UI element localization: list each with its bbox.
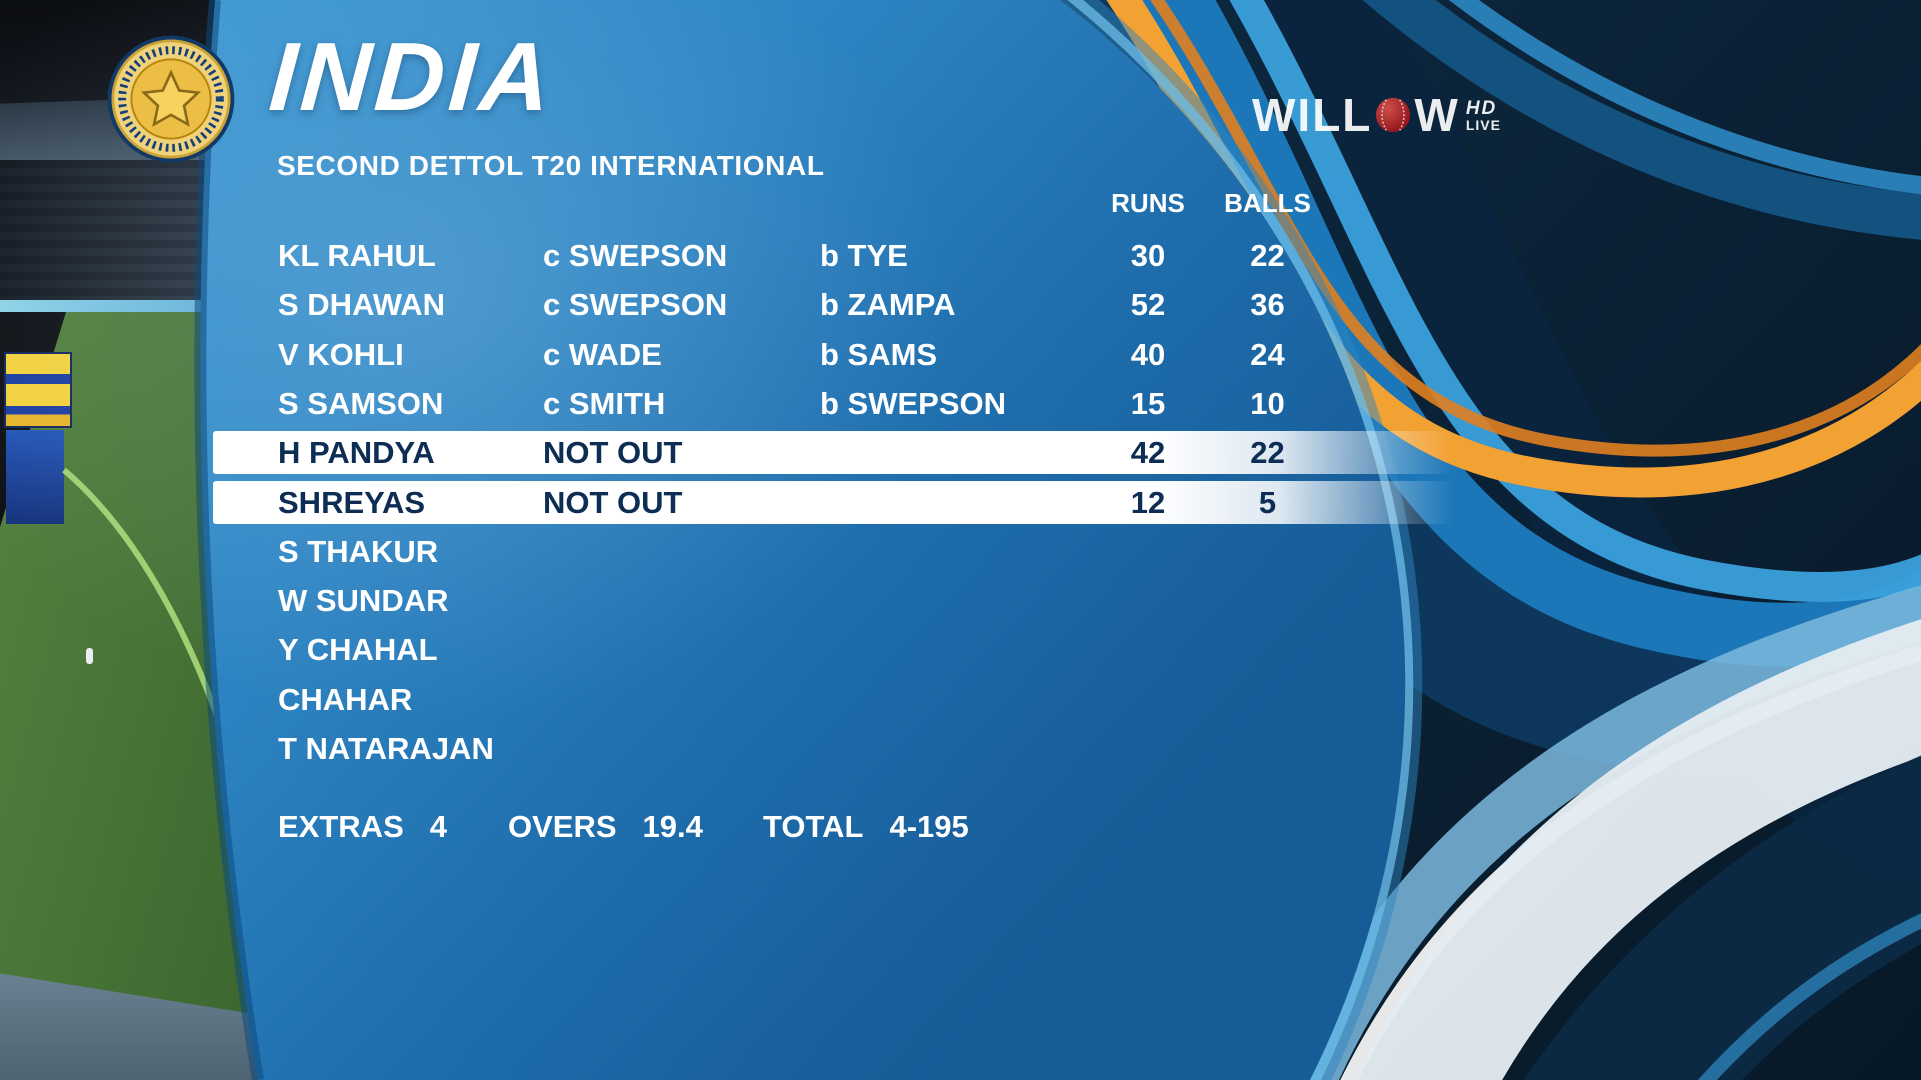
balls-column-header: BALLS <box>1224 188 1311 218</box>
willow-logo: WILL W HD LIVE <box>1252 88 1501 142</box>
batter-row: S SAMSON c SMITH b SWEPSON 15 10 <box>0 379 1921 428</box>
cricket-ball-icon <box>1376 97 1411 133</box>
batter-name: KL RAHUL <box>278 238 436 273</box>
bowler-text: b TYE <box>820 238 908 273</box>
runs-column-header: RUNS <box>1111 188 1185 218</box>
batter-name: V KOHLI <box>278 336 404 372</box>
dismissal-text: c WADE <box>543 336 662 372</box>
batter-row: V KOHLI c WADE b SAMS 40 24 <box>0 330 1921 379</box>
runs-value: 42 <box>1130 435 1166 471</box>
fielder-figure <box>86 648 93 664</box>
batter-name: CHAHAR <box>278 681 413 717</box>
total-group: TOTAL 4-195 <box>763 802 969 852</box>
batter-row: W SUNDAR <box>0 576 1921 625</box>
runs-value: 15 <box>1130 385 1166 421</box>
striker-highlight-bar <box>213 431 1453 475</box>
willow-text-left: WILL <box>1252 89 1373 141</box>
batter-row: H PANDYA NOT OUT 42 22 <box>0 428 1921 477</box>
dismissal-text: c SWEPSON <box>543 287 728 323</box>
batter-name: S SAMSON <box>278 385 444 421</box>
balls-value: 22 <box>1250 238 1285 273</box>
extras-label: EXTRAS <box>278 809 404 844</box>
batter-name: W SUNDAR <box>278 583 449 619</box>
batter-row: S DHAWAN c SWEPSON b ZAMPA 52 36 <box>0 280 1921 329</box>
willow-hd-live: HD LIVE <box>1466 99 1501 132</box>
balls-value: 24 <box>1250 336 1285 372</box>
batter-name: S THAKUR <box>278 533 439 569</box>
runs-value: 30 <box>1130 238 1166 273</box>
live-label: LIVE <box>1465 116 1501 133</box>
runs-value: 12 <box>1130 484 1166 520</box>
extras-value: 4 <box>429 809 447 844</box>
batter-name: Y CHAHAL <box>278 632 438 668</box>
overs-value: 19.4 <box>642 809 703 844</box>
extras-group: EXTRAS 4 <box>278 802 447 852</box>
batter-row: T NATARAJAN <box>0 724 1921 773</box>
innings-summary: EXTRAS 4 OVERS 19.4 TOTAL 4-195 <box>0 802 1921 852</box>
total-label: TOTAL <box>763 809 864 844</box>
batter-row: CHAHAR <box>0 675 1921 724</box>
column-headers: RUNS BALLS <box>0 179 1921 227</box>
bowler-text: b SWEPSON <box>820 385 1007 421</box>
bowler-text: b ZAMPA <box>820 287 956 323</box>
batter-name: T NATARAJAN <box>278 731 494 766</box>
total-value: 4-195 <box>889 809 969 844</box>
batter-name: SHREYAS <box>278 484 426 520</box>
overs-group: OVERS 19.4 <box>508 802 703 852</box>
hd-label: HD <box>1465 97 1498 119</box>
runs-value: 52 <box>1130 287 1166 323</box>
striker-highlight-bar <box>213 480 1453 524</box>
batter-name: S DHAWAN <box>278 287 446 323</box>
balls-value: 5 <box>1258 484 1277 520</box>
batter-name: H PANDYA <box>278 435 435 471</box>
batter-row: Y CHAHAL <box>0 625 1921 674</box>
match-title: SECOND DETTOL T20 INTERNATIONAL <box>277 150 825 181</box>
bowler-text: b SAMS <box>820 336 938 372</box>
balls-value: 22 <box>1250 435 1285 471</box>
batter-row: SHREYAS NOT OUT 12 5 <box>0 478 1921 527</box>
batter-row: S THAKUR <box>0 527 1921 576</box>
dismissal-text: NOT OUT <box>543 435 683 471</box>
dismissal-text: c SWEPSON <box>543 238 728 273</box>
balls-value: 36 <box>1250 287 1285 323</box>
dismissal-text: NOT OUT <box>543 484 683 520</box>
bcci-logo <box>107 35 235 163</box>
runs-value: 40 <box>1130 336 1166 372</box>
overs-label: OVERS <box>508 809 617 844</box>
balls-value: 10 <box>1250 385 1285 421</box>
dismissal-text: c SMITH <box>543 385 666 421</box>
batter-row: KL RAHUL c SWEPSON b TYE 30 22 <box>0 231 1921 280</box>
willow-text-right: W <box>1414 89 1460 141</box>
